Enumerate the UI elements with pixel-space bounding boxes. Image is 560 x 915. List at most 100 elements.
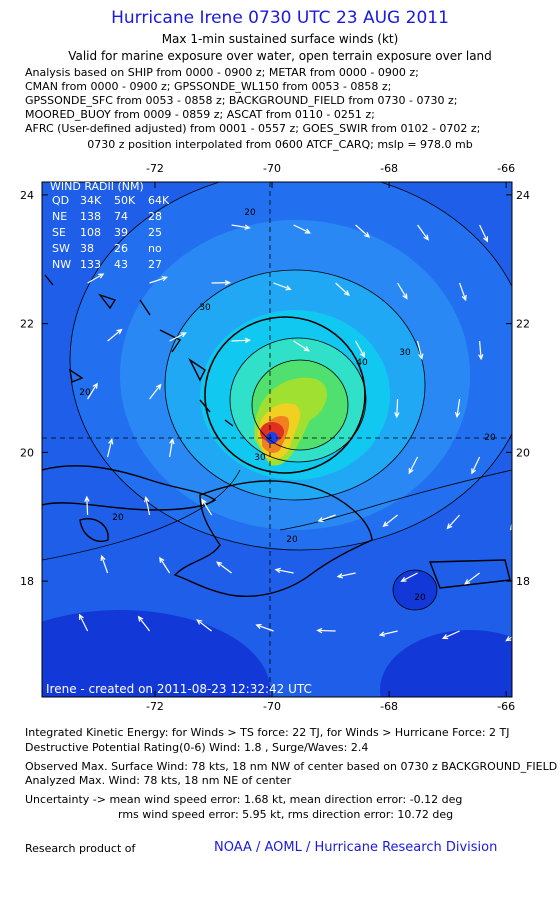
wind-arrow <box>317 629 336 632</box>
wind-arrow <box>79 614 89 632</box>
wind-arrow-head <box>471 468 477 475</box>
title: Hurricane Irene 0730 UTC 23 AUG 2011 <box>111 8 449 28</box>
radii-cell: 43 <box>114 258 128 271</box>
footer-line: Integrated Kinetic Energy: for Winds > T… <box>25 726 510 739</box>
wind-arrow <box>442 630 460 639</box>
subtitle: Max 1-min sustained surface winds (kt) <box>161 32 399 46</box>
wind-arrow <box>273 282 291 290</box>
wind-arrow-head <box>161 276 168 282</box>
lon-tick-label: -72 <box>146 700 164 713</box>
wind-arrow-head <box>244 224 251 230</box>
wind-arrow <box>293 224 311 234</box>
lat-tick-label: 24 <box>516 189 530 202</box>
wind-arrow-head <box>464 579 471 585</box>
lat-tick-label: 24 <box>20 189 34 202</box>
wind-arrow <box>396 398 399 418</box>
lon-tick-label: -72 <box>146 162 164 175</box>
wind-arrow-head <box>317 517 324 523</box>
wind-arrow <box>459 282 467 301</box>
wind-arrow <box>401 572 418 582</box>
footer-line: rms wind speed error: 5.95 kt, rms direc… <box>118 808 454 821</box>
map-frame <box>41 181 513 698</box>
wind-arrow <box>149 384 162 400</box>
lat-tick-label: 22 <box>516 318 530 331</box>
wind-arrow <box>107 329 122 342</box>
lon-tick-label: -66 <box>497 700 515 713</box>
wind-arrow <box>534 457 541 473</box>
radii-cell: 133 <box>80 258 101 271</box>
contour-label: 20 <box>112 513 124 523</box>
radii-cell: 108 <box>80 226 101 239</box>
wind-arrow <box>86 496 89 516</box>
wind-vectors <box>79 224 548 642</box>
wind-arrow <box>87 273 104 284</box>
lon-tick-label: -70 <box>263 700 281 713</box>
wind-arrow-head <box>478 354 484 361</box>
wind-arrow <box>528 573 541 585</box>
wind-arrow <box>196 619 212 632</box>
wind-arrow-head <box>402 293 408 300</box>
radii-cell: 26 <box>114 242 128 255</box>
radii-cell: NW <box>52 258 71 271</box>
footer-line: Observed Max. Surface Wind: 78 kts, 18 n… <box>25 760 558 773</box>
research-label: Research product of <box>25 842 136 855</box>
wind-arrow-head <box>159 556 165 563</box>
wind-arrow <box>318 514 336 522</box>
radii-cell: 138 <box>80 210 101 223</box>
wind-arrow-head <box>144 496 150 503</box>
wind-arrow-head <box>544 237 548 242</box>
wind-arrow-head <box>461 294 467 302</box>
wind-arrow <box>337 572 356 578</box>
radii-cell: 38 <box>80 242 94 255</box>
wind-arrow-head <box>539 354 543 359</box>
radii-cell: 25 <box>148 226 162 239</box>
wind-arrow <box>145 497 151 516</box>
wind-arrow <box>256 624 274 632</box>
radii-header: 64K <box>148 194 170 207</box>
wind-arrow-head <box>100 554 106 562</box>
validity: Valid for marine exposure over water, op… <box>68 49 492 63</box>
credit: Irene - created on 2011-08-23 12:32:42 U… <box>46 682 312 696</box>
wind-arrow-head <box>303 346 310 352</box>
contour-label: 20 <box>79 388 91 398</box>
wind-arrow <box>149 276 167 284</box>
wind-arrow-head <box>285 285 292 291</box>
footer-line: Destructive Potential Rating(0-6) Wind: … <box>25 741 369 754</box>
wind-arrow-head <box>382 521 389 528</box>
wind-arrow <box>107 439 113 458</box>
wind-arrow <box>293 340 310 352</box>
radii-title: WIND RADII (NM) <box>50 180 144 193</box>
organization[interactable]: NOAA / AOML / Hurricane Research Divisio… <box>214 840 498 855</box>
wind-arrow-head <box>98 273 105 279</box>
footer-line: Uncertainty -> mean wind speed error: 1.… <box>25 793 463 806</box>
wind-arrow <box>518 399 521 417</box>
wind-arrow-head <box>364 232 371 238</box>
wind-arrow <box>138 616 151 632</box>
contour-label: 20 <box>484 433 496 443</box>
wind-arrow <box>201 499 213 516</box>
wind-arrow-head <box>92 382 98 389</box>
radii-header: 50K <box>114 194 136 207</box>
wind-arrow-head <box>201 498 207 505</box>
contour-label: 40 <box>356 358 368 368</box>
contour-label: 20 <box>414 593 426 603</box>
wind-arrow-head <box>408 467 414 475</box>
wind-arrow <box>408 456 419 474</box>
wind-arrow <box>447 514 461 529</box>
wind-arrow <box>216 561 232 574</box>
wind-arrow <box>379 630 398 636</box>
map: -72 -72 -70 -70 -68 -68 -66 -66 24 24 22 22 20 20 18 18… <box>20 162 548 713</box>
wind-arrow <box>355 340 365 358</box>
radii-header: QD <box>52 194 69 207</box>
wind-arrow-head <box>534 468 538 473</box>
wind-arrow-head <box>216 561 223 567</box>
radii-cell: 27 <box>148 258 162 271</box>
wind-arrow <box>231 224 250 229</box>
wind-arrow-head <box>304 228 312 234</box>
wind-arrow-head <box>441 634 449 640</box>
wind-arrow-head <box>137 615 144 622</box>
wind-arrow <box>464 572 480 585</box>
wind-arrow <box>87 383 98 400</box>
wind-arrow <box>168 439 174 458</box>
